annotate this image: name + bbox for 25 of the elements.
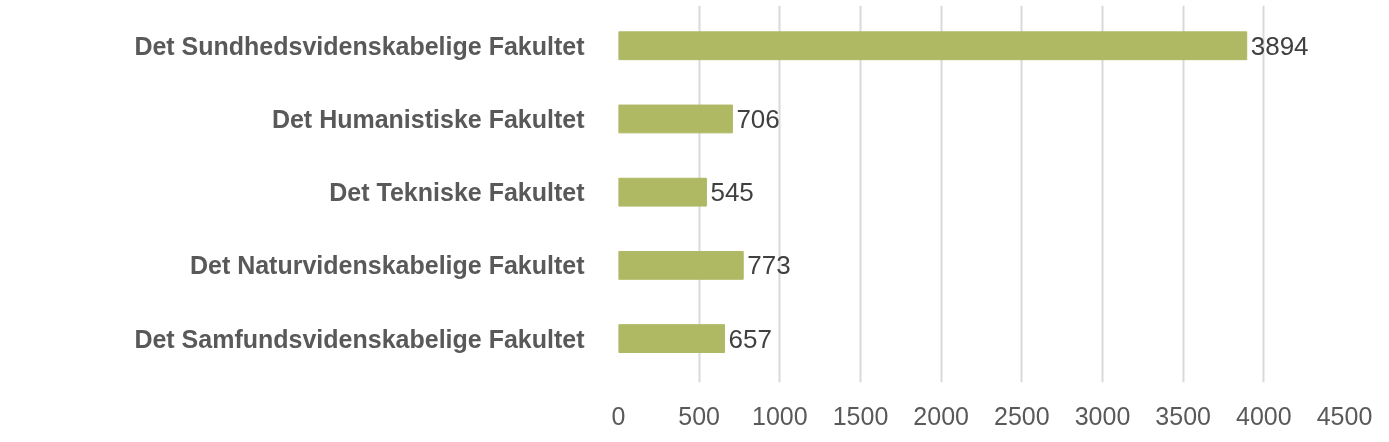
data-label: 706 (736, 103, 780, 134)
x-tick-label: 0 (611, 401, 626, 430)
x-tick-label: 1500 (832, 401, 889, 430)
x-tick-label: 3000 (1074, 401, 1131, 430)
x-tick-label: 3500 (1155, 401, 1211, 430)
y-tick-label: Det Humanistiske Fakultet (271, 104, 586, 133)
bar (618, 177, 707, 207)
y-tick-label: Det Naturvidenskabelige Fakultet (189, 251, 586, 280)
bar (618, 104, 733, 134)
x-tick-label: 4000 (1236, 401, 1292, 430)
data-label: 773 (747, 250, 791, 281)
x-tick-label: 500 (678, 401, 721, 430)
x-tick-label: 2000 (913, 401, 969, 430)
x-tick-label: 1000 (752, 401, 808, 430)
data-label: 657 (728, 323, 772, 354)
bar (618, 324, 725, 353)
data-label: 3894 (1250, 30, 1309, 61)
bar (618, 31, 1248, 61)
x-tick-label: 4500 (1316, 401, 1373, 430)
y-tick-label: Det Tekniske Fakultet (329, 178, 586, 207)
data-label: 545 (710, 177, 754, 208)
y-tick-label: Det Samfundsvidenskabelige Fakultet (134, 324, 586, 353)
x-tick-label: 2500 (994, 401, 1050, 430)
y-tick-label: Det Sundhedsvidenskabelige Fakultet (134, 31, 586, 60)
bar (618, 250, 744, 280)
